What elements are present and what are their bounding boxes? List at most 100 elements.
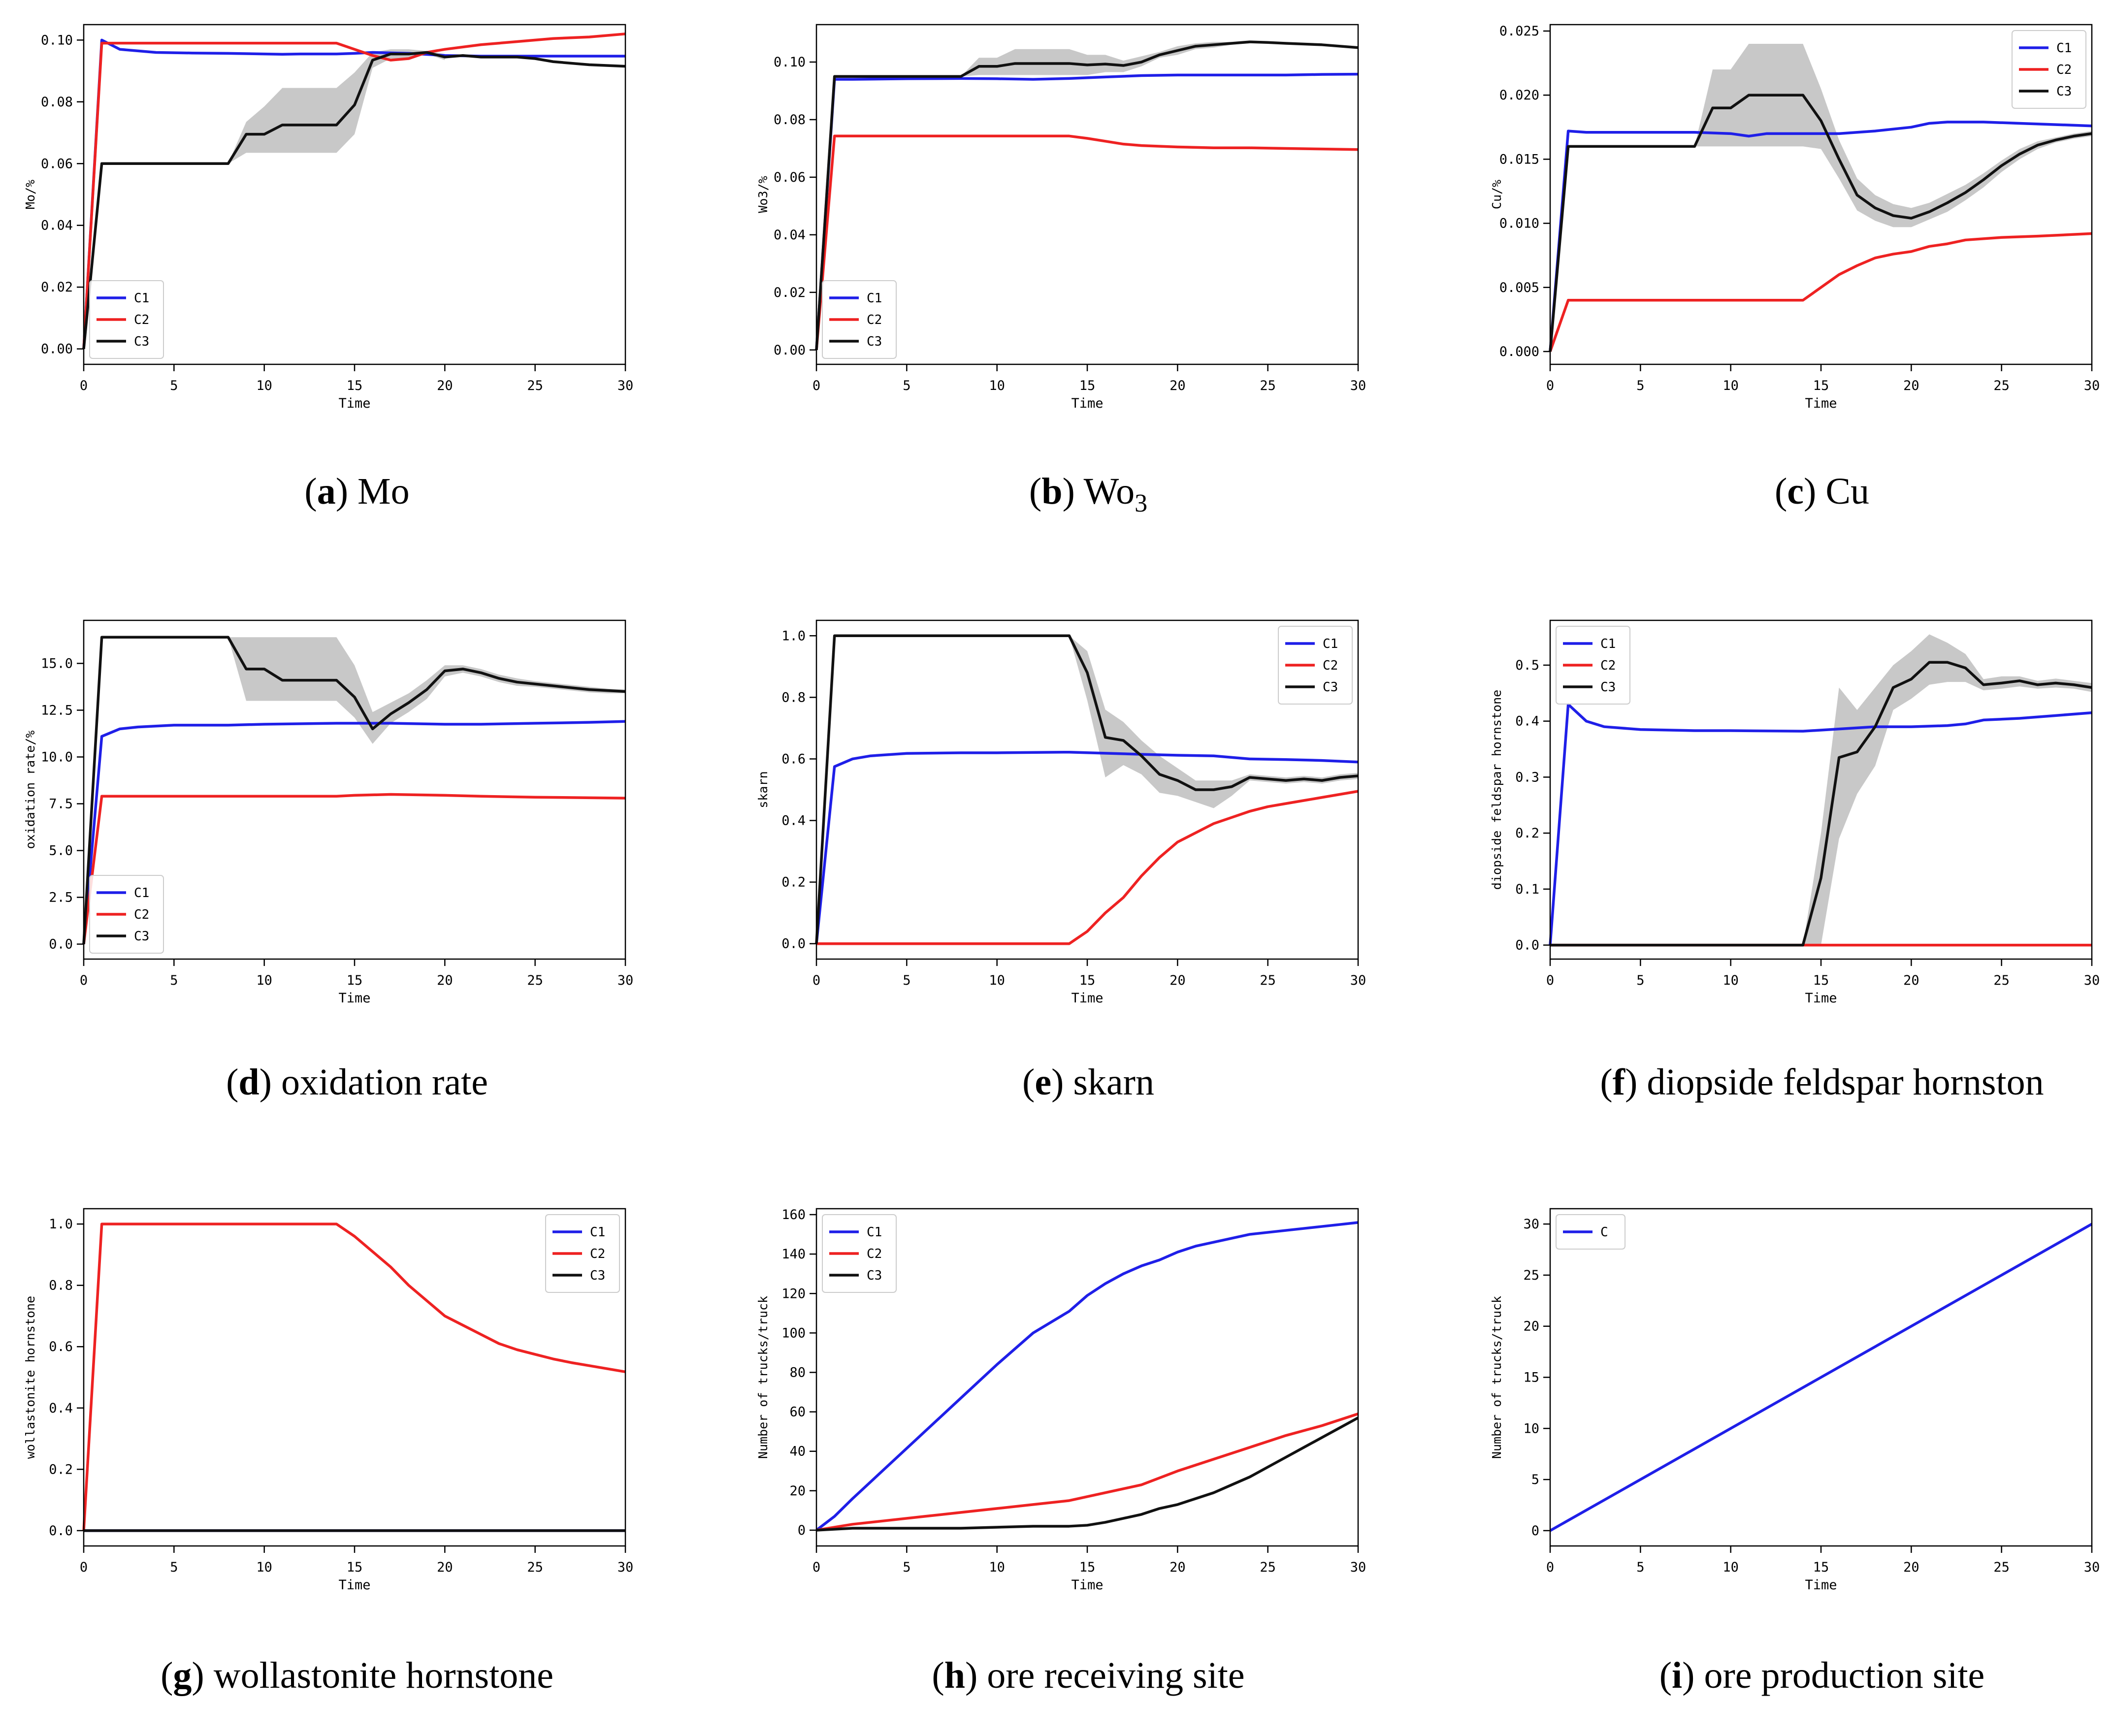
chart-panel-h: 0 5 10 15 20 25 30 0 20 40 60 80 100 120 140 160 Time Num… xyxy=(756,1207,1366,1593)
x-axis-label: Time xyxy=(1805,991,1837,1006)
chart-panel-d: 0 5 10 15 20 25 30 0.0 2.5 5.0 7.5 10.0 12.5 15.0 Time… xyxy=(23,619,633,1006)
x-tick-label: 5 xyxy=(903,1560,910,1575)
confidence-band xyxy=(1694,44,2092,227)
y-tick-label: 40 xyxy=(789,1444,806,1459)
x-axis-label: Time xyxy=(1071,991,1103,1006)
caption-letter: g xyxy=(173,1655,192,1696)
x-tick-label: 30 xyxy=(2084,1560,2100,1575)
x-tick-label: 25 xyxy=(527,973,543,988)
x-axis-label: Time xyxy=(338,1577,370,1593)
caption-text: Mo xyxy=(358,471,410,512)
y-tick-label: 0.08 xyxy=(774,112,806,128)
legend-box xyxy=(89,280,164,359)
y-tick-label: 0.010 xyxy=(1499,216,1539,231)
legend: C1 C2 C3 xyxy=(822,1214,897,1293)
y-tick-label: 0.0 xyxy=(49,937,73,952)
x-tick-label: 25 xyxy=(527,1560,543,1575)
x-tick-label: 30 xyxy=(1350,1560,1366,1575)
y-tick-label: 5.0 xyxy=(49,843,73,859)
legend-box xyxy=(2012,30,2086,109)
series-line-c2 xyxy=(82,1222,626,1531)
caption-letter: h xyxy=(944,1655,965,1696)
legend-label-c2: C2 xyxy=(134,313,149,327)
y-tick-label: 0.10 xyxy=(41,32,73,48)
legend-label-c2: C2 xyxy=(590,1247,605,1261)
x-tick-label: 20 xyxy=(1903,973,1919,988)
y-tick-label: 7.5 xyxy=(49,797,73,812)
legend-label-c1: C1 xyxy=(590,1225,605,1240)
caption-text: oxidation rate xyxy=(281,1061,488,1103)
x-tick-label: 5 xyxy=(170,973,178,988)
y-tick-label: 20 xyxy=(789,1483,806,1499)
plot-area xyxy=(1550,25,2092,364)
x-tick-label: 0 xyxy=(813,378,820,393)
series-line-c2 xyxy=(82,32,626,349)
series-line-c3 xyxy=(1549,94,2092,352)
y-tick-label: 0.02 xyxy=(41,280,73,295)
caption-letter: f xyxy=(1612,1061,1625,1103)
caption-text: Wo xyxy=(1083,471,1135,512)
legend-label-c3: C3 xyxy=(590,1268,605,1283)
y-tick-label: 0.5 xyxy=(1515,658,1539,673)
panel-caption-g: (g) wollastonite hornstone xyxy=(161,1655,553,1696)
series-line-c1 xyxy=(815,72,1359,350)
legend-label-c3: C3 xyxy=(867,1268,882,1283)
x-tick-label: 0 xyxy=(80,973,88,988)
y-tick-label: 0.005 xyxy=(1499,280,1539,295)
legend-box xyxy=(822,280,897,359)
y-axis-label: Mo/% xyxy=(23,180,37,209)
x-tick-label: 30 xyxy=(2084,973,2100,988)
x-axis-label: Time xyxy=(1805,396,1837,411)
legend-label-c2: C2 xyxy=(134,907,149,922)
legend-box xyxy=(89,875,164,954)
y-tick-label: 0.4 xyxy=(781,813,806,829)
series-line-c xyxy=(1549,1222,2093,1532)
caption-text: Cu xyxy=(1825,471,1870,512)
confidence-band xyxy=(1803,634,2092,945)
y-tick-label: 0.06 xyxy=(774,170,806,185)
x-tick-label: 25 xyxy=(1260,378,1276,393)
series-line-c2 xyxy=(82,793,626,944)
x-tick-label: 20 xyxy=(1903,378,1919,393)
y-tick-label: 10 xyxy=(1523,1421,1539,1436)
caption-text: skarn xyxy=(1073,1061,1154,1103)
x-tick-label: 10 xyxy=(989,378,1005,393)
panel-caption-d: (d) oxidation rate xyxy=(226,1061,488,1103)
y-axis-label: Wo3/% xyxy=(756,176,770,213)
y-axis-label: wollastonite hornstone xyxy=(23,1296,37,1459)
plot-area xyxy=(84,1209,625,1546)
legend: C xyxy=(1556,1214,1625,1250)
x-axis-label: Time xyxy=(338,396,370,411)
x-tick-label: 15 xyxy=(1813,378,1829,393)
legend-box xyxy=(822,1214,897,1293)
y-tick-label: 0.8 xyxy=(781,690,806,705)
y-tick-label: 15.0 xyxy=(41,656,73,671)
y-axis-label: diopside feldspar hornstone xyxy=(1490,690,1504,890)
x-tick-label: 20 xyxy=(437,973,453,988)
x-tick-label: 20 xyxy=(1170,378,1186,393)
y-axis-label: Number of trucks/truck xyxy=(1490,1296,1504,1459)
caption-text: ore production site xyxy=(1704,1655,1985,1696)
caption-letter: a xyxy=(317,471,336,512)
x-tick-label: 20 xyxy=(1170,973,1186,988)
y-tick-label: 0.4 xyxy=(49,1401,73,1416)
legend-label-c1: C1 xyxy=(1600,637,1616,651)
x-tick-label: 0 xyxy=(813,1560,820,1575)
caption-text: wollastonite hornstone xyxy=(213,1655,553,1696)
x-tick-label: 0 xyxy=(1546,973,1554,988)
y-tick-label: 0.08 xyxy=(41,95,73,110)
series-line-c3 xyxy=(1550,661,2092,947)
panel-caption-b: (b) Wo3 xyxy=(1029,471,1148,518)
legend-label-c1: C1 xyxy=(1323,637,1338,651)
plot-area xyxy=(816,1209,1358,1546)
y-tick-label: 0.00 xyxy=(41,342,73,357)
legend-label-c1: C1 xyxy=(867,291,882,306)
x-tick-label: 0 xyxy=(80,378,88,393)
x-tick-label: 25 xyxy=(1260,1560,1276,1575)
x-tick-label: 10 xyxy=(1723,973,1739,988)
y-tick-label: 20 xyxy=(1523,1319,1539,1334)
x-tick-label: 10 xyxy=(989,973,1005,988)
legend-label-c3: C3 xyxy=(2056,84,2072,99)
series-line-c1 xyxy=(815,750,1359,944)
plot-area xyxy=(816,25,1358,364)
